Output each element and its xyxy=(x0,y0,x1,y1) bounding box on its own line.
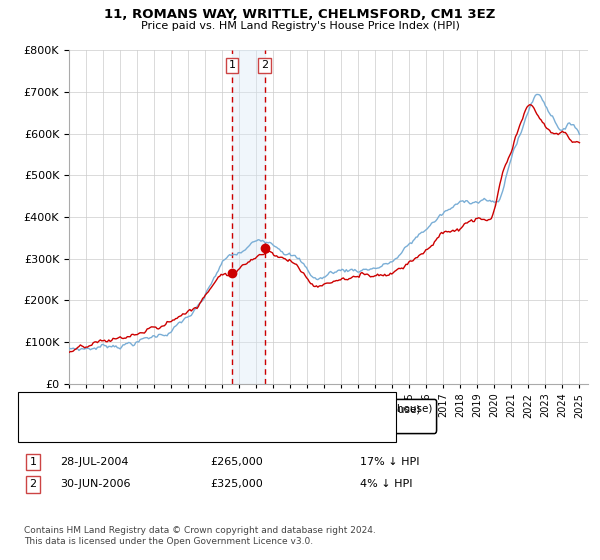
Text: 30-JUN-2006: 30-JUN-2006 xyxy=(60,479,131,489)
Text: 2: 2 xyxy=(261,60,268,71)
Text: 2: 2 xyxy=(29,479,37,489)
Text: ——: —— xyxy=(33,422,61,436)
Text: HPI: Average price, detached house, Chelmsford: HPI: Average price, detached house, Chel… xyxy=(51,423,304,433)
Text: £265,000: £265,000 xyxy=(210,457,263,467)
Text: 28-JUL-2004: 28-JUL-2004 xyxy=(60,457,128,467)
Text: 11, ROMANS WAY, WRITTLE, CHELMSFORD, CM1 3EZ: 11, ROMANS WAY, WRITTLE, CHELMSFORD, CM1… xyxy=(104,8,496,21)
Bar xyxy=(232,50,265,384)
Legend: 11, ROMANS WAY, WRITTLE, CHELMSFORD, CM1 3EZ (detached house), HPI: Average pric: 11, ROMANS WAY, WRITTLE, CHELMSFORD, CM1… xyxy=(29,399,436,432)
Text: 1: 1 xyxy=(29,457,37,467)
Text: 17% ↓ HPI: 17% ↓ HPI xyxy=(360,457,419,467)
Text: 4% ↓ HPI: 4% ↓ HPI xyxy=(360,479,413,489)
Text: Contains HM Land Registry data © Crown copyright and database right 2024.
This d: Contains HM Land Registry data © Crown c… xyxy=(24,526,376,546)
Text: £325,000: £325,000 xyxy=(210,479,263,489)
Text: Price paid vs. HM Land Registry's House Price Index (HPI): Price paid vs. HM Land Registry's House … xyxy=(140,21,460,31)
Text: 1: 1 xyxy=(229,60,235,71)
Text: 11, ROMANS WAY, WRITTLE, CHELMSFORD, CM1 3EZ (detached house): 11, ROMANS WAY, WRITTLE, CHELMSFORD, CM1… xyxy=(51,405,421,415)
Text: ——: —— xyxy=(33,403,61,417)
